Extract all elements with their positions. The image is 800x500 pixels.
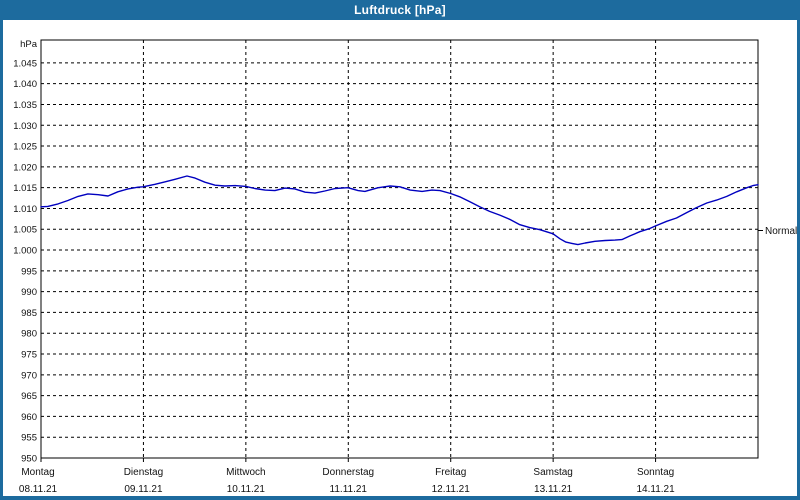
- x-axis-day-label: Donnerstag: [322, 467, 374, 478]
- chart-area: [3, 20, 797, 496]
- x-axis-date-label: 14.11.21: [636, 484, 675, 495]
- x-axis-day-label: Freitag: [435, 467, 466, 478]
- x-axis-day-label: Sonntag: [637, 467, 674, 478]
- x-axis-date-label: 09.11.21: [124, 484, 163, 495]
- y-axis-label: 980: [21, 329, 37, 340]
- y-axis-label: 970: [21, 370, 37, 381]
- y-axis-unit-label: hPa: [20, 39, 38, 50]
- y-axis-label: 1.025: [13, 142, 37, 153]
- x-axis-date-label: 08.11.21: [19, 484, 58, 495]
- x-axis-day-label: Samstag: [533, 467, 572, 478]
- y-axis-label: 960: [21, 412, 37, 423]
- y-axis-label: 955: [21, 433, 37, 444]
- y-axis-label: 1.040: [13, 79, 37, 90]
- y-axis-label: 1.035: [13, 100, 37, 111]
- window-title: Luftdruck [hPa]: [354, 3, 446, 17]
- y-axis-label: 995: [21, 266, 37, 277]
- y-axis-label: 1.005: [13, 225, 37, 236]
- y-axis-label: 985: [21, 308, 37, 319]
- x-axis-date-label: 12.11.21: [432, 484, 471, 495]
- y-axis-label: 1.045: [13, 58, 37, 69]
- normal-label: Normal: [765, 226, 797, 237]
- x-axis-day-label: Mittwoch: [226, 467, 265, 478]
- x-axis-date-label: 13.11.21: [534, 484, 573, 495]
- y-axis-label: 950: [21, 454, 37, 465]
- x-axis-day-label: Montag: [21, 467, 54, 478]
- y-axis-label: 990: [21, 287, 37, 298]
- title-bar: Luftdruck [hPa]: [0, 0, 800, 20]
- pressure-line: [40, 175, 759, 246]
- y-axis-label: 1.015: [13, 183, 37, 194]
- y-axis-label: 1.020: [13, 162, 37, 173]
- pressure-chart: 1.045 1.040 1.035 1.030 1.025 1.020 1.015 1.010…: [13, 39, 797, 495]
- x-axis-date-label: 11.11.21: [330, 484, 368, 495]
- y-axis-label: 965: [21, 391, 37, 402]
- plot-frame: [40, 39, 759, 459]
- y-axis-label: 1.000: [13, 246, 37, 257]
- y-axis-label: 1.010: [13, 204, 37, 215]
- y-axis-label: 975: [21, 350, 37, 361]
- x-axis-date-label: 10.11.21: [227, 484, 266, 495]
- x-axis-day-label: Dienstag: [124, 467, 163, 478]
- y-axis-label: 1.030: [13, 121, 37, 132]
